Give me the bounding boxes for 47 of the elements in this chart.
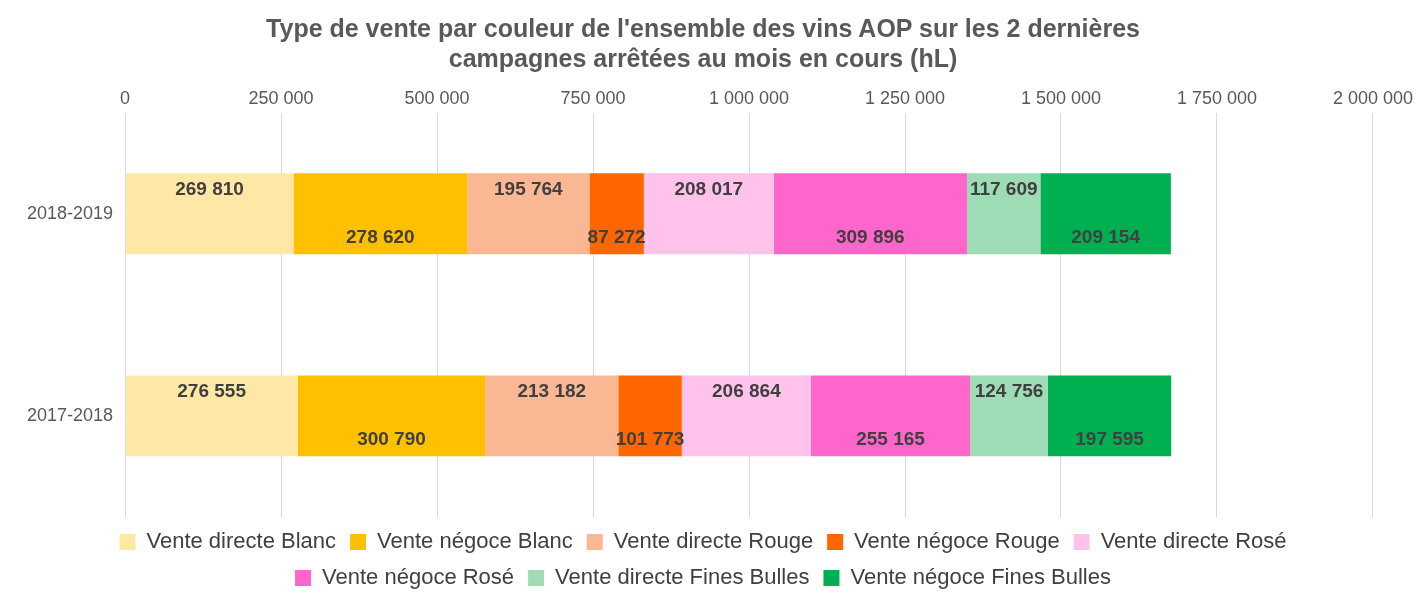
bar	[643, 173, 774, 255]
bar	[293, 173, 468, 255]
data-label: 197 595	[1075, 428, 1145, 450]
x-tick-label: 0	[120, 87, 131, 108]
legend-label: Vente négoce Rosé	[322, 564, 515, 590]
data-label: 209 154	[1071, 226, 1141, 248]
data-label: 309 896	[835, 226, 905, 248]
data-label: 278 620	[346, 226, 415, 248]
x-tick-label: 250 000	[248, 87, 314, 108]
bar	[485, 375, 619, 457]
y-tick-label: 2018-2019	[26, 202, 114, 223]
x-tick-label: 1 750 000	[1176, 87, 1258, 108]
x-tick-label: 750 000	[560, 87, 626, 108]
data-label: 195 764	[494, 177, 564, 199]
x-tick-label: 1 250 000	[864, 87, 946, 108]
x-tick-label: 1 000 000	[708, 87, 790, 108]
legend-label: Vente directe Blanc	[146, 528, 337, 554]
legend-label: Vente négoce Fines Bulles	[850, 564, 1111, 590]
chart-title: Type de vente par couleur de l'ensemble des vins AOP sur les 2 dernières campagnes arrêtées au mois en cours (hL)	[266, 13, 1140, 72]
bar	[297, 375, 486, 457]
bar	[1040, 173, 1171, 255]
data-label: 117 609	[969, 177, 1038, 199]
y-tick-label: 2017-2018	[26, 404, 114, 425]
data-label: 213 182	[517, 379, 587, 401]
bar	[467, 173, 590, 255]
bar	[125, 375, 298, 457]
bar	[810, 375, 971, 457]
legend-label: Vente négoce Rouge	[854, 528, 1060, 554]
data-label: 208 017	[674, 177, 744, 199]
legend-label: Vente directe Rosé	[1100, 528, 1287, 554]
data-label: 255 165	[856, 428, 926, 450]
bar	[970, 375, 1048, 457]
x-tick-label: 2 000 000	[1332, 87, 1413, 108]
x-tick-label: 1 500 000	[1020, 87, 1102, 108]
legend-label: Vente directe Rouge	[613, 528, 814, 554]
legend-label: Vente directe Fines Bulles	[555, 564, 810, 590]
x-tick-label: 500 000	[404, 87, 470, 108]
data-label: 269 810	[175, 177, 244, 199]
data-label: 206 864	[712, 379, 782, 401]
legend-label: Vente négoce Blanc	[377, 528, 573, 554]
bar	[773, 173, 968, 255]
bar	[125, 173, 294, 255]
bar	[967, 173, 1041, 255]
data-label: 124 756	[974, 379, 1044, 401]
data-label: 276 555	[177, 379, 247, 401]
bar	[1047, 375, 1172, 457]
data-label: 300 790	[357, 428, 426, 450]
